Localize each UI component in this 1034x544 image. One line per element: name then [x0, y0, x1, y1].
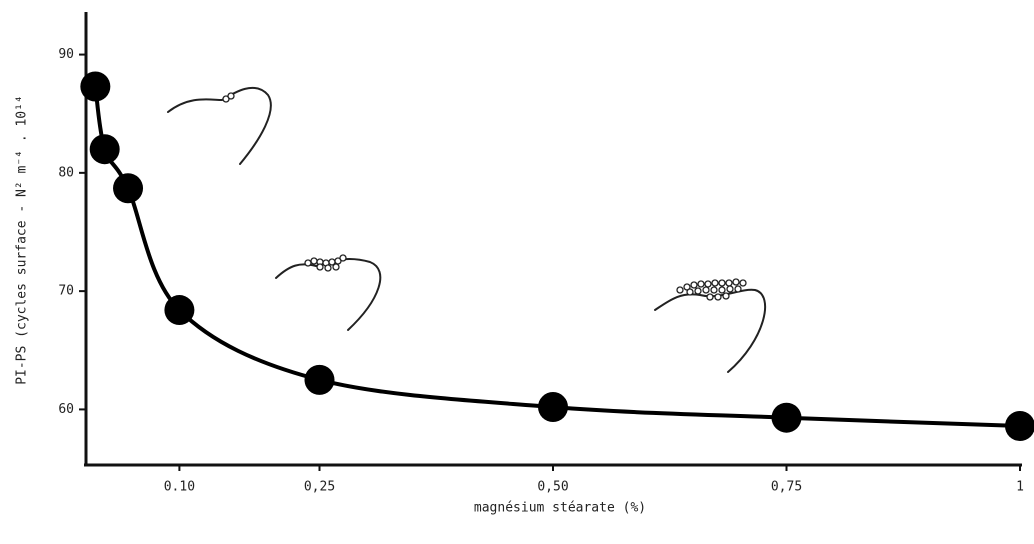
data-point — [89, 134, 120, 165]
data-point — [80, 71, 111, 102]
data-point — [771, 402, 802, 433]
x-axis-label: magnésium stéarate (%) — [474, 501, 646, 516]
data-point — [113, 173, 144, 204]
y-tick-label: 90 — [58, 47, 74, 62]
x-tick-label: 1 — [1016, 480, 1024, 495]
y-tick-label: 70 — [58, 284, 74, 299]
x-tick-label: 0.10 — [164, 480, 195, 495]
sketch — [167, 86, 767, 373]
data-point — [1005, 410, 1034, 441]
x-tick-label: 0,50 — [537, 480, 568, 495]
data-point — [538, 392, 568, 423]
data-point — [164, 295, 195, 326]
fit-line — [93, 86, 1021, 428]
y-tick-label: 80 — [58, 165, 74, 180]
x-tick-label: 0,75 — [771, 480, 802, 495]
x-tick-label: 0,25 — [304, 480, 335, 495]
data-point — [304, 364, 335, 395]
y-axis-label: PI-PS (cycles surface - N² m⁻⁴ . 10¹⁴ — [15, 95, 30, 385]
y-tick-label: 60 — [58, 402, 74, 417]
